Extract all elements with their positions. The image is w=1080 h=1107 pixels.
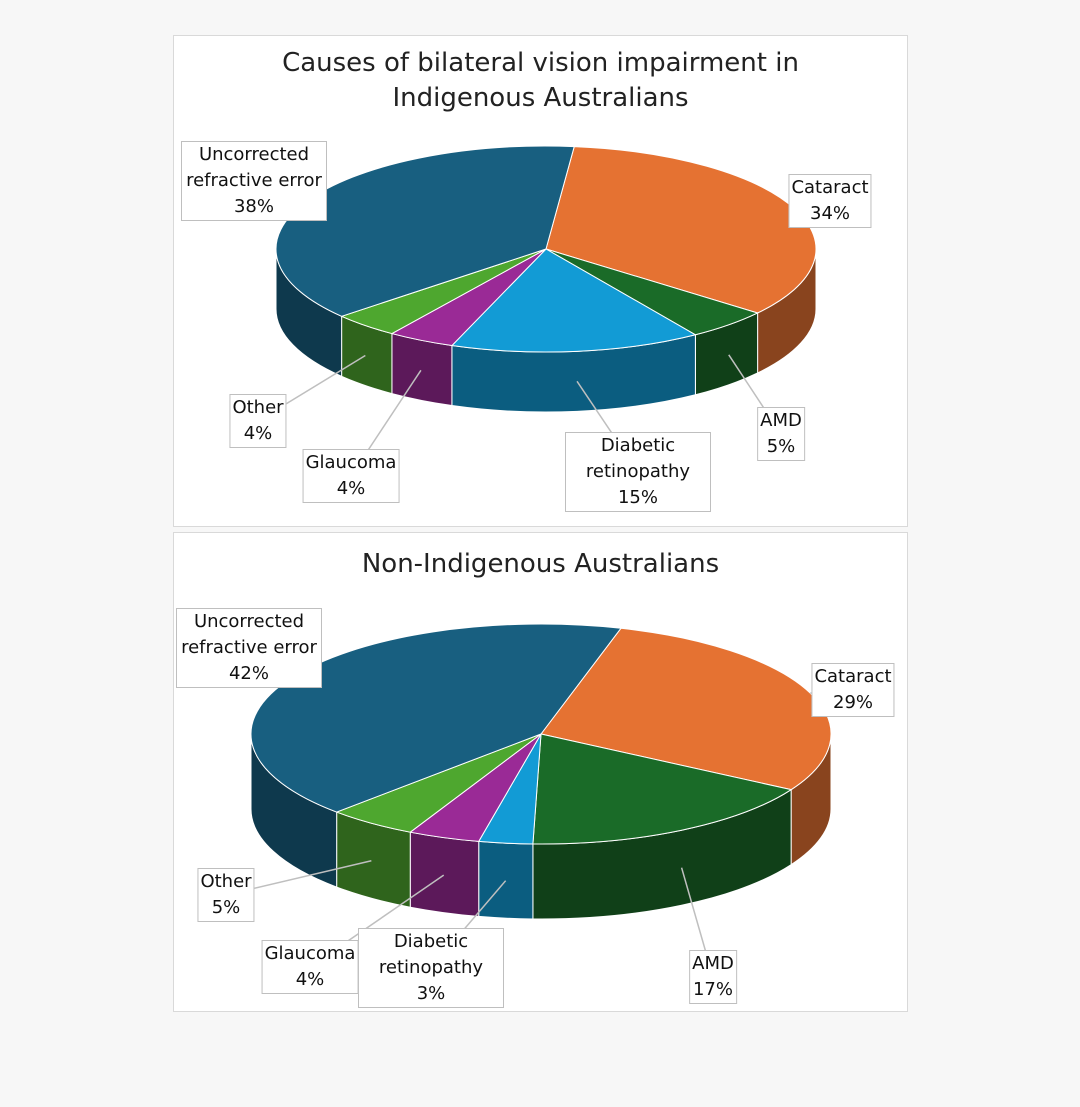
chart-title: Non-Indigenous Australians <box>361 549 720 579</box>
value-label: 29% <box>832 692 874 713</box>
data-label: Diabetic retinopathy 15% <box>565 432 711 512</box>
chart-title: Causes of bilateral vision impairment in… <box>282 48 799 113</box>
value-label: 5% <box>211 897 241 918</box>
slice-side <box>478 840 534 920</box>
category-label: Uncorrected refractive error <box>186 144 322 191</box>
data-label: Uncorrected refractive error 42% <box>176 608 322 688</box>
data-label: Diabetic retinopathy 3% <box>358 928 504 1008</box>
data-label: Glaucoma 4% <box>261 940 359 994</box>
value-label: 4% <box>295 969 325 990</box>
value-label: 17% <box>692 979 733 1000</box>
slice <box>335 733 542 908</box>
value-label: 38% <box>233 196 274 217</box>
data-label: Other 5% <box>197 868 255 922</box>
slice <box>545 146 817 374</box>
slice-side <box>409 831 480 917</box>
slice <box>250 623 622 888</box>
category-label: Uncorrected refractive error <box>181 611 317 658</box>
value-label: 42% <box>228 663 269 684</box>
slice-top <box>532 733 793 845</box>
chart-panel: Non-Indigenous Australians Cataract 29% AM… <box>173 532 908 1012</box>
slice <box>540 627 832 866</box>
value-label: 15% <box>617 487 658 508</box>
chart <box>253 145 831 477</box>
category-label: Glaucoma <box>305 452 397 473</box>
chart-panel: Causes of bilateral vision impairment in… <box>173 35 908 527</box>
data-label: Glaucoma 4% <box>302 449 400 503</box>
data-label: Uncorrected refractive error 38% <box>181 141 327 221</box>
chart-title-box: Non-Indigenous Australians <box>174 547 907 582</box>
value-label: 5% <box>766 436 796 457</box>
category-label: Diabetic retinopathy <box>585 435 691 482</box>
category-label: Glaucoma <box>264 943 356 964</box>
slice-top <box>450 248 697 353</box>
category-label: AMD <box>692 953 734 974</box>
data-label: Cataract 29% <box>811 663 895 717</box>
chart <box>225 623 854 978</box>
data-label: Cataract 34% <box>788 174 872 228</box>
data-label: AMD 5% <box>757 407 805 461</box>
category-label: Diabetic retinopathy <box>378 931 484 978</box>
data-label: Other 4% <box>229 394 287 448</box>
category-label: Cataract <box>814 666 892 687</box>
category-label: AMD <box>760 410 802 431</box>
data-label: AMD 17% <box>689 950 737 1004</box>
value-label: 3% <box>416 983 446 1004</box>
value-label: 4% <box>336 478 366 499</box>
chart-title-box: Causes of bilateral vision impairment in… <box>174 46 907 116</box>
category-label: Cataract <box>791 177 869 198</box>
category-label: Other <box>200 871 252 892</box>
slice <box>409 733 542 917</box>
slice <box>532 733 793 920</box>
slice <box>390 248 547 407</box>
value-label: 34% <box>809 203 851 224</box>
category-label: Other <box>232 397 284 418</box>
value-label: 4% <box>243 423 273 444</box>
